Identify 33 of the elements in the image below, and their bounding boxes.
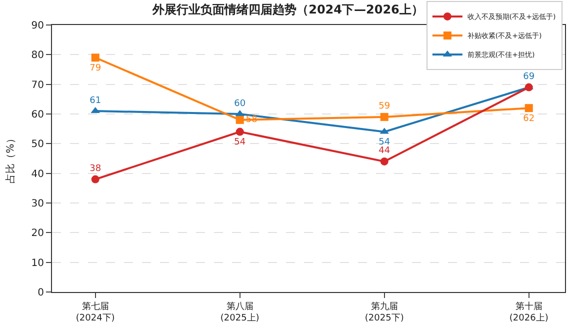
point <box>236 116 244 124</box>
data-label: 62 <box>523 114 535 124</box>
point <box>380 112 388 121</box>
x-tick-label: 第十届 (2026上) <box>509 300 548 324</box>
y-tick-label: 40 <box>31 168 44 180</box>
y-tick-label: 90 <box>31 20 44 32</box>
y-tick-label: 50 <box>31 139 44 150</box>
y-tick-label: 30 <box>31 198 44 210</box>
data-label: 54 <box>234 138 246 148</box>
x-tick-label: 第八届 (2025上) <box>220 300 260 324</box>
y-axis-title: 占比（%） <box>4 134 16 184</box>
chart-title: 外展行业负面情绪四届趋势（2024下—2026上） <box>152 2 424 16</box>
data-label: 79 <box>90 63 102 74</box>
y-tick-label: 10 <box>31 258 44 269</box>
point <box>236 128 244 136</box>
data-label: 44 <box>378 146 390 156</box>
y-tick-label: 60 <box>31 110 44 120</box>
y-tick-label: 80 <box>31 50 44 62</box>
y-tick-label: 20 <box>31 228 44 240</box>
data-label: 69 <box>523 72 535 82</box>
data-label: 60 <box>234 98 246 109</box>
point <box>91 54 100 62</box>
data-label: 59 <box>378 102 390 112</box>
point <box>524 104 533 112</box>
x-tick-label: 第九届 (2025下) <box>364 300 404 324</box>
data-label: 54 <box>378 138 390 148</box>
y-tick-label: 70 <box>31 80 44 91</box>
point <box>380 157 388 166</box>
y-tick-label: 0 <box>38 288 44 298</box>
x-tick-label: 第七届 (2024下) <box>76 300 115 324</box>
point <box>91 175 100 184</box>
data-label: 61 <box>90 96 102 106</box>
data-label: 38 <box>90 164 102 174</box>
